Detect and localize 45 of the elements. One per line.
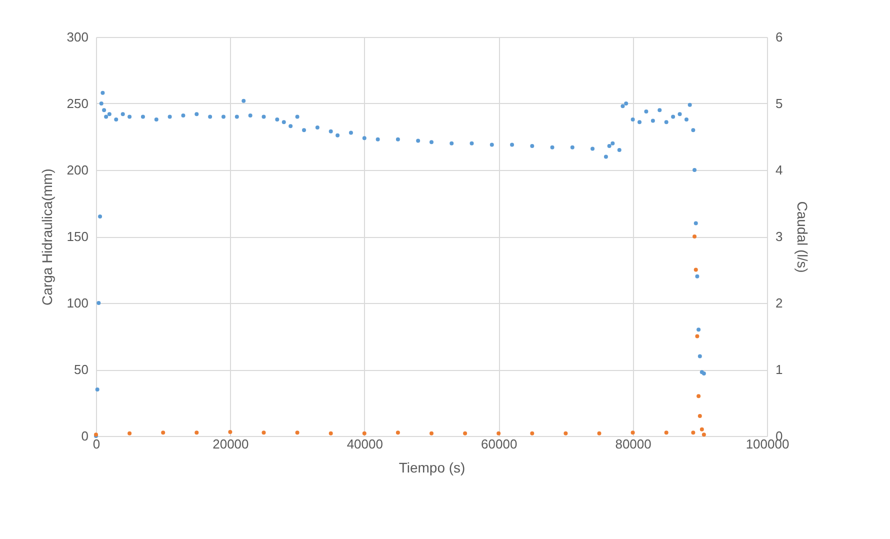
point	[696, 394, 701, 398]
point	[194, 430, 199, 435]
y2-tick-label: 6	[776, 30, 783, 44]
point	[328, 431, 333, 436]
point	[700, 427, 704, 432]
y2-axis-title: Caudal (l/s)	[794, 201, 811, 273]
y-tick-label: 300	[66, 30, 88, 44]
y-tick-label: 200	[66, 162, 88, 178]
y-tick-label: 250	[66, 96, 88, 111]
y2-tick-label: 2	[776, 296, 783, 310]
point	[430, 431, 434, 436]
y2-tick-label: 3	[776, 229, 783, 244]
point	[630, 430, 635, 435]
point	[295, 430, 300, 435]
point	[597, 431, 602, 436]
point	[228, 430, 232, 434]
point	[692, 234, 697, 238]
point	[664, 430, 668, 435]
point	[262, 430, 266, 435]
y2-tick-label: 4	[776, 162, 783, 178]
y-axis-title: Carga Hidraulica(mm)	[38, 168, 55, 306]
point	[161, 430, 166, 435]
point	[702, 432, 706, 437]
y-tick-label: 150	[66, 229, 88, 244]
point	[694, 268, 698, 272]
y2-tick-label: 1	[776, 362, 783, 377]
point	[128, 431, 132, 436]
point	[691, 430, 696, 435]
x-tick-label: 40000	[346, 436, 383, 452]
point	[463, 431, 468, 436]
x-tick-label: 60000	[481, 436, 518, 452]
x-tick-label: 0	[92, 436, 100, 452]
x-axis-title: Tiempo (s)	[398, 460, 466, 476]
point	[496, 431, 501, 436]
point	[396, 430, 400, 435]
x-tick-label: 20000	[212, 436, 249, 452]
x-tick-label: 80000	[615, 436, 652, 452]
point	[530, 431, 534, 436]
y-tick-label: 50	[74, 362, 88, 377]
point	[695, 334, 700, 338]
y-tick-label: 100	[66, 296, 88, 310]
point	[564, 431, 568, 436]
y2-tick-label: 5	[776, 96, 783, 111]
point	[698, 414, 702, 418]
point	[362, 431, 366, 436]
